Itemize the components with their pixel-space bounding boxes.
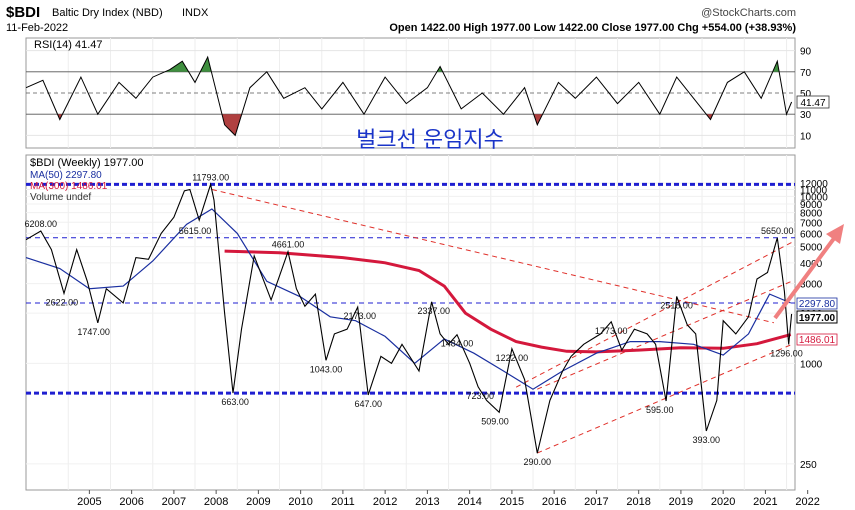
year-label-2019: 2019 <box>669 496 693 508</box>
year-label-2006: 2006 <box>119 496 143 508</box>
rsi-value-text: 41.47 <box>800 98 825 109</box>
year-label-2005: 2005 <box>77 496 101 508</box>
x-axis: 2005 2006 2007 2008 2009 2010 2011 2012 2013 2014… <box>77 490 820 508</box>
price-tick-7000: 7000 <box>800 218 823 229</box>
price-tick-3000: 3000 <box>800 280 823 291</box>
price-label-1043.00: 1043.00 <box>310 364 343 374</box>
price-tick-250: 250 <box>800 460 817 471</box>
price-label-1484.00: 1484.00 <box>441 339 474 349</box>
price-frame <box>25 154 796 491</box>
rsi-panel: RSI(14) 41.47 90 70 50 30 10 41.47 벌크선 운임지수 <box>25 37 830 152</box>
legend-ma300: MA(300) 1486.01 <box>30 181 108 192</box>
price-tick-9000: 9000 <box>800 200 823 211</box>
price-tick-11000: 11000 <box>800 185 828 196</box>
trendline-0 <box>211 188 774 324</box>
price-label-393.00: 393.00 <box>693 435 721 445</box>
price-tick-5000: 5000 <box>800 243 823 254</box>
up-arrow-annotation <box>773 224 844 320</box>
legend-ma50: MA(50) 2297.80 <box>30 170 102 181</box>
trendline-2 <box>537 280 792 390</box>
rsi-legend: RSI(14) 41.47 <box>34 39 102 51</box>
arrow-head <box>826 224 844 244</box>
price-label-663.00: 663.00 <box>221 397 249 407</box>
price-label-2173.00: 2173.00 <box>344 311 377 321</box>
ohlc-summary: Open 1422.00 High 1977.00 Low 1422.00 Cl… <box>389 22 796 34</box>
price-label-5650.00: 5650.00 <box>761 226 794 236</box>
price-label-6208.00: 6208.00 <box>25 219 58 229</box>
price-tick-4000: 4000 <box>800 259 823 270</box>
price-label-1222.00: 1222.00 <box>496 353 529 363</box>
exchange: INDX <box>182 7 209 19</box>
price-legend: $BDI (Weekly) 1977.00 MA(50) 2297.80 MA(… <box>30 157 144 203</box>
price-line <box>25 182 793 454</box>
price-label-4661.00: 4661.00 <box>272 240 305 250</box>
year-label-2009: 2009 <box>246 496 270 508</box>
year-label-2016: 2016 <box>542 496 566 508</box>
price-label-11793.00: 11793.00 <box>192 172 229 182</box>
price-label-1747.00: 1747.00 <box>77 327 110 337</box>
ma300-line <box>224 249 792 354</box>
rsi-tick-70: 70 <box>800 68 812 79</box>
ma50-tag-text: 2297.80 <box>799 299 836 310</box>
year-label-2022: 2022 <box>795 496 819 508</box>
year-label-2021: 2021 <box>753 496 777 508</box>
trendline-3 <box>515 241 792 388</box>
year-label-2013: 2013 <box>415 496 439 508</box>
year-label-2018: 2018 <box>626 496 650 508</box>
date: 11-Feb-2022 <box>6 22 68 34</box>
rsi-tick-10: 10 <box>800 131 812 142</box>
rsi-line <box>25 55 793 137</box>
year-label-2014: 2014 <box>457 496 481 508</box>
year-label-2012: 2012 <box>373 496 397 508</box>
rsi-tick-50: 50 <box>800 89 812 100</box>
year-label-2015: 2015 <box>500 496 524 508</box>
price-label-2337.00: 2337.00 <box>417 306 450 316</box>
price-label-1773.00: 1773.00 <box>595 326 628 336</box>
trendline-1 <box>537 344 792 454</box>
price-tick-1000: 1000 <box>800 359 823 370</box>
ma300-tag <box>796 333 838 346</box>
price-label-647.00: 647.00 <box>354 399 382 409</box>
price-tick-10000: 10000 <box>800 192 828 203</box>
price-tick-8000: 8000 <box>800 209 823 220</box>
close-tag <box>796 310 838 324</box>
rsi-value-tag <box>796 95 830 109</box>
price-panel: 6208.00 2622.00 1747.00 11793.00 5615.00 663.… <box>25 154 844 491</box>
symbol-name: Baltic Dry Index (NBD) <box>52 7 163 19</box>
watermark: @StockCharts.com <box>701 7 796 19</box>
year-label-2017: 2017 <box>584 496 608 508</box>
price-label-2518.00: 2518.00 <box>660 300 693 310</box>
year-label-2020: 2020 <box>711 496 735 508</box>
year-label-2008: 2008 <box>204 496 228 508</box>
price-label-290.00: 290.00 <box>523 457 551 467</box>
legend-main: $BDI (Weekly) 1977.00 <box>30 157 144 169</box>
ma300-tag-text: 1486.01 <box>799 335 836 346</box>
legend-volume: Volume undef <box>30 192 91 203</box>
price-label-723.00: 723.00 <box>466 391 494 401</box>
price-label-1296.00: 1296.00 <box>770 349 803 359</box>
price-tick-12000: 12000 <box>800 179 828 190</box>
symbol: $BDI <box>6 4 40 21</box>
price-label-2622.00: 2622.00 <box>46 297 79 307</box>
price-label-595.00: 595.00 <box>646 405 674 415</box>
price-label-509.00: 509.00 <box>481 416 509 426</box>
arrow-shaft <box>773 231 840 320</box>
rsi-tick-30: 30 <box>800 110 812 121</box>
korean-annotation: 벌크선 운임지수 <box>356 127 504 152</box>
price-label-5615.00: 5615.00 <box>179 226 212 236</box>
year-label-2011: 2011 <box>331 496 355 508</box>
year-label-2010: 2010 <box>288 496 312 508</box>
year-label-2007: 2007 <box>162 496 186 508</box>
rsi-tick-90: 90 <box>800 47 812 58</box>
close-tag-text: 1977.00 <box>799 313 836 324</box>
price-tick-6000: 6000 <box>800 229 823 240</box>
ma50-tag <box>796 297 838 310</box>
